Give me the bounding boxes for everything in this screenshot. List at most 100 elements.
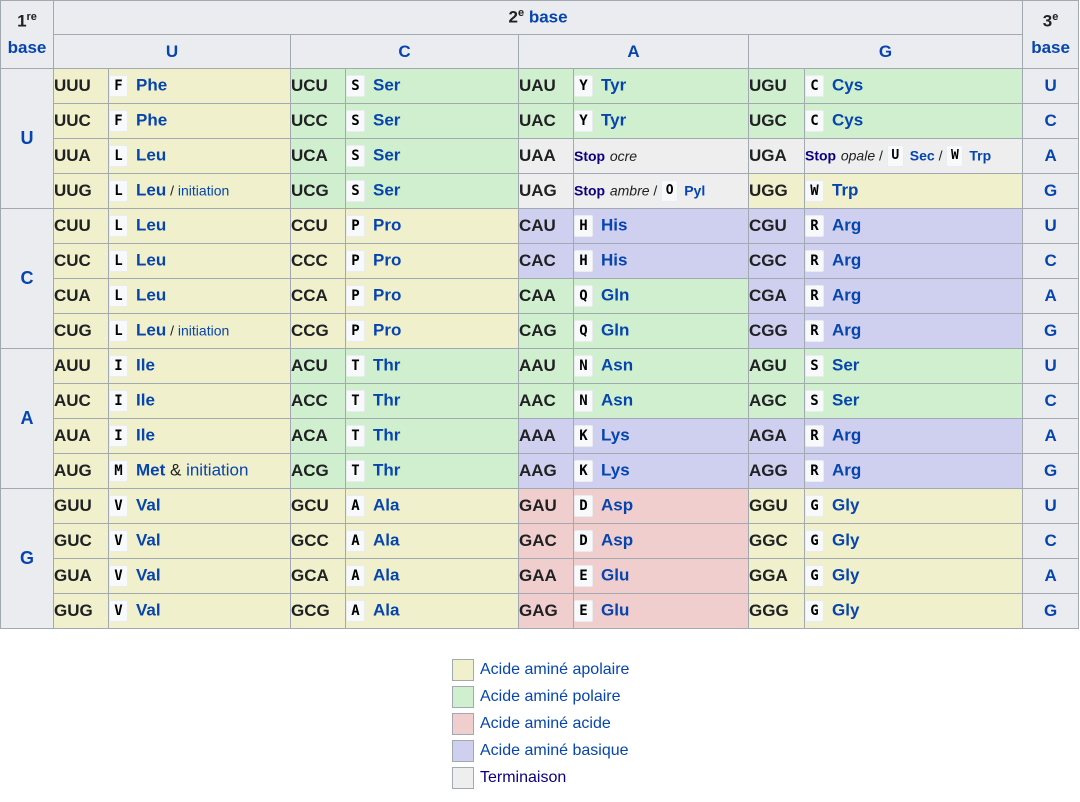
amino-acid-link[interactable]: Thr — [373, 390, 401, 410]
third-base-link[interactable]: base — [1031, 37, 1070, 57]
second-base-link[interactable]: base — [528, 7, 568, 27]
amino-acid-link[interactable]: Leu — [136, 320, 167, 340]
third-base-label[interactable]: C — [1022, 243, 1080, 279]
initiation-link[interactable]: initiation — [177, 322, 230, 339]
amino-acid-link[interactable]: Leu — [136, 180, 167, 200]
amino-acid-link[interactable]: Lys — [601, 425, 630, 445]
amino-acid-link[interactable]: Arg — [832, 425, 862, 445]
amino-acid-link[interactable]: Gly — [832, 530, 860, 550]
third-base-label[interactable]: C — [1022, 523, 1080, 559]
amino-acid-link[interactable]: Leu — [136, 285, 167, 305]
amino-acid-link[interactable]: Gly — [832, 600, 860, 620]
amino-acid-link[interactable]: Ile — [136, 390, 155, 410]
amino-acid-link[interactable]: Pro — [373, 320, 402, 340]
amino-acid-link[interactable]: Asn — [601, 390, 634, 410]
amino-acid-link[interactable]: Val — [136, 565, 161, 585]
amino-acid-link[interactable]: Glu — [601, 600, 630, 620]
amino-acid-link[interactable]: Val — [136, 600, 161, 620]
column-header-c[interactable]: C — [290, 34, 519, 69]
amino-acid-link[interactable]: Sec — [909, 147, 935, 164]
amino-acid-link[interactable]: Gln — [601, 285, 630, 305]
amino-acid-link[interactable]: Arg — [832, 460, 862, 480]
third-base-label[interactable]: U — [1022, 488, 1080, 524]
amino-acid-link[interactable]: Ala — [373, 495, 400, 515]
amino-acid-link[interactable]: Ser — [373, 110, 401, 130]
third-base-label[interactable]: A — [1022, 278, 1080, 314]
amino-acid-link[interactable]: Tyr — [601, 75, 627, 95]
amino-acid-link[interactable]: His — [601, 250, 628, 270]
amino-acid-link[interactable]: Pro — [373, 250, 402, 270]
initiation-link[interactable]: initiation — [186, 460, 249, 480]
amino-acid-link[interactable]: Val — [136, 530, 161, 550]
third-base-label[interactable]: G — [1022, 593, 1080, 629]
amino-acid-link[interactable]: Leu — [136, 215, 167, 235]
third-base-label[interactable]: G — [1022, 313, 1080, 349]
legend-label[interactable]: Terminaison — [480, 768, 567, 786]
third-base-label[interactable]: U — [1022, 68, 1080, 104]
amino-acid-link[interactable]: Thr — [373, 460, 401, 480]
first-base-label[interactable]: A — [0, 348, 54, 489]
amino-acid-link[interactable]: Gln — [601, 320, 630, 340]
amino-acid-link[interactable]: His — [601, 215, 628, 235]
amino-acid-link[interactable]: Leu — [136, 250, 167, 270]
amino-acid-link[interactable]: Ser — [373, 180, 401, 200]
legend-label[interactable]: Acide aminé apolaire — [480, 660, 630, 678]
amino-acid-link[interactable]: Ser — [832, 355, 860, 375]
amino-acid-link[interactable]: Thr — [373, 355, 401, 375]
amino-acid-link[interactable]: Arg — [832, 250, 862, 270]
legend-label[interactable]: Acide aminé polaire — [480, 687, 621, 705]
amino-acid-link[interactable]: Asp — [601, 530, 634, 550]
amino-acid-link[interactable]: Ala — [373, 565, 400, 585]
amino-acid-link[interactable]: Cys — [832, 75, 864, 95]
amino-acid-link[interactable]: Met — [136, 460, 166, 480]
first-base-label[interactable]: C — [0, 208, 54, 349]
amino-acid-link[interactable]: Lys — [601, 460, 630, 480]
amino-acid-link[interactable]: Arg — [832, 320, 862, 340]
third-base-label[interactable]: U — [1022, 348, 1080, 384]
amino-acid-link[interactable]: Pro — [373, 215, 402, 235]
amino-acid-link[interactable]: Pyl — [684, 182, 706, 199]
third-base-label[interactable]: U — [1022, 208, 1080, 244]
amino-acid-link[interactable]: Tyr — [601, 110, 627, 130]
amino-acid-link[interactable]: Ala — [373, 600, 400, 620]
legend-label[interactable]: Acide aminé basique — [480, 741, 629, 759]
column-header-u[interactable]: U — [53, 34, 291, 69]
amino-acid-link[interactable]: Gly — [832, 495, 860, 515]
amino-acid-link[interactable]: Leu — [136, 145, 167, 165]
amino-acid-link[interactable]: Asp — [601, 495, 634, 515]
column-header-a[interactable]: A — [518, 34, 749, 69]
third-base-label[interactable]: C — [1022, 383, 1080, 419]
column-header-g[interactable]: G — [747, 34, 1024, 69]
third-base-label[interactable]: G — [1022, 173, 1080, 209]
first-base-label[interactable]: U — [0, 68, 54, 209]
third-base-label[interactable]: C — [1022, 103, 1080, 139]
stop-link[interactable]: Stop — [574, 182, 606, 199]
amino-acid-link[interactable]: Glu — [601, 565, 630, 585]
legend-label[interactable]: Acide aminé acide — [480, 714, 611, 732]
third-base-label[interactable]: A — [1022, 418, 1080, 454]
initiation-link[interactable]: initiation — [177, 182, 230, 199]
stop-link[interactable]: Stop — [805, 147, 837, 164]
amino-acid-link[interactable]: Ser — [373, 75, 401, 95]
amino-acid-link[interactable]: Gly — [832, 565, 860, 585]
third-base-label[interactable]: G — [1022, 453, 1080, 489]
amino-acid-link[interactable]: Ile — [136, 425, 155, 445]
amino-acid-link[interactable]: Arg — [832, 215, 862, 235]
amino-acid-link[interactable]: Asn — [601, 355, 634, 375]
amino-acid-link[interactable]: Val — [136, 495, 161, 515]
amino-acid-link[interactable]: Arg — [832, 285, 862, 305]
amino-acid-link[interactable]: Trp — [969, 147, 992, 164]
amino-acid-link[interactable]: Ala — [373, 530, 400, 550]
stop-link[interactable]: Stop — [574, 148, 606, 164]
amino-acid-link[interactable]: Pro — [373, 285, 402, 305]
first-base-link[interactable]: base — [7, 37, 47, 57]
amino-acid-link[interactable]: Phe — [136, 75, 168, 95]
amino-acid-link[interactable]: Cys — [832, 110, 864, 130]
amino-acid-link[interactable]: Ser — [373, 145, 401, 165]
third-base-label[interactable]: A — [1022, 558, 1080, 594]
amino-acid-link[interactable]: Trp — [832, 180, 859, 200]
amino-acid-link[interactable]: Ile — [136, 355, 155, 375]
amino-acid-link[interactable]: Phe — [136, 110, 168, 130]
amino-acid-link[interactable]: Thr — [373, 425, 401, 445]
third-base-label[interactable]: A — [1022, 138, 1080, 174]
